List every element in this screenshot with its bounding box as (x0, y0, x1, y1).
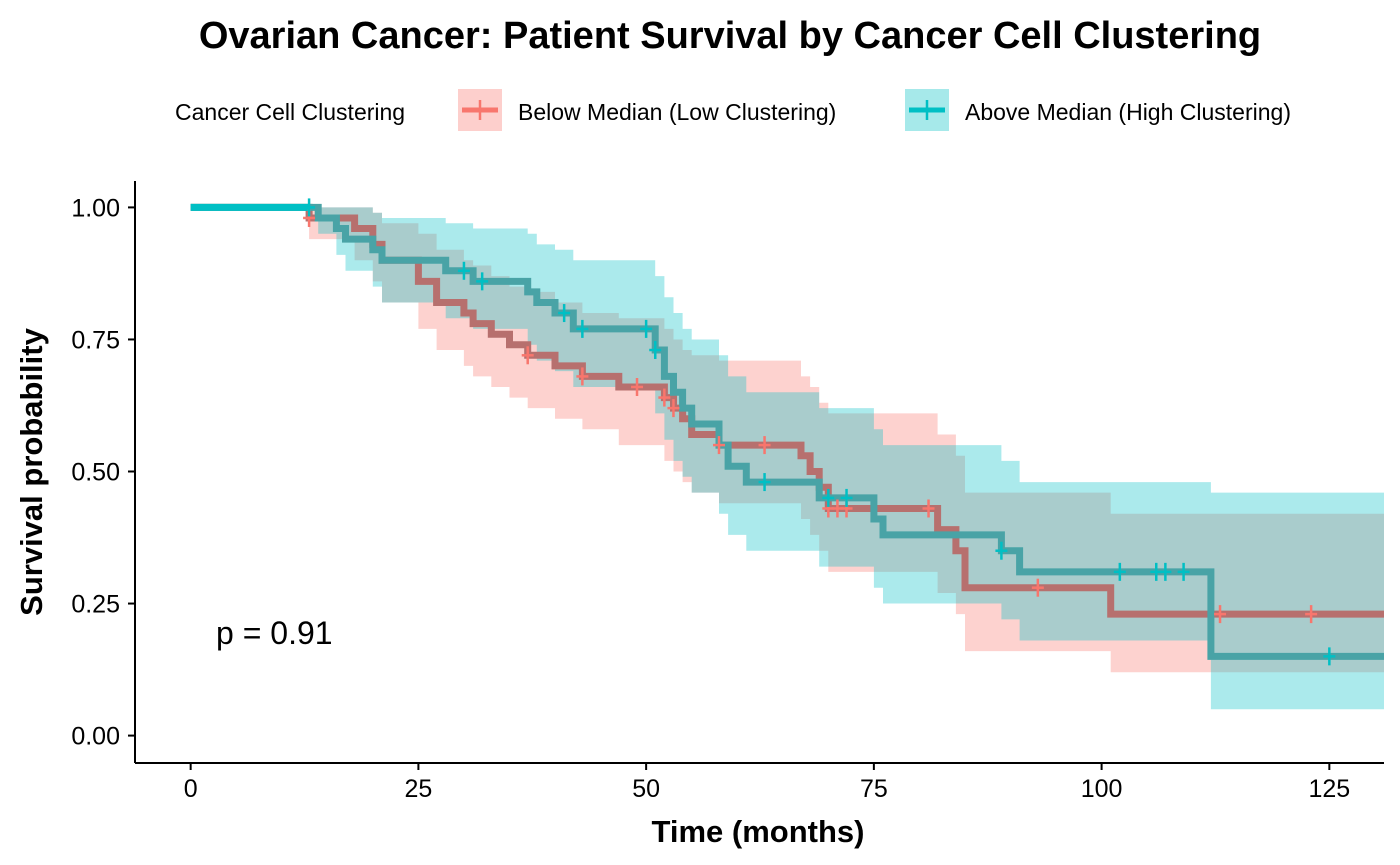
y-tick-label-2: 0.50 (71, 459, 120, 487)
x-tick-label-4: 100 (1081, 775, 1123, 803)
y-tick-label-0: 0.00 (71, 723, 120, 751)
x-tick-label-5: 125 (1308, 775, 1350, 803)
confidence-bands (190, 207, 1385, 710)
legend-title: Cancer Cell Clustering (175, 99, 405, 125)
x-tick-label-0: 0 (184, 775, 198, 803)
y-tick-label-1: 0.25 (71, 591, 120, 619)
y-axis-title: Survival probability (14, 327, 49, 615)
x-axis-title: Time (months) (652, 814, 865, 849)
censor-marks (303, 198, 1336, 666)
survival-curve-high-clustering (190, 203, 1384, 660)
axis-ticks: 0 25 50 75 100 125 0.00 0.25 0.50 0.75 1.00 (71, 194, 1350, 803)
legend-item-high-clustering: Above Median (High Clustering) (905, 89, 1291, 131)
legend-label-high-clustering: Above Median (High Clustering) (965, 99, 1291, 125)
legend: Cancer Cell Clustering Below Median (Low… (175, 89, 1291, 131)
legend-label-low-clustering: Below Median (Low Clustering) (518, 99, 836, 125)
x-tick-label-2: 50 (632, 775, 660, 803)
ci-band-high-clustering (190, 207, 1385, 710)
y-tick-label-4: 1.00 (71, 194, 120, 222)
chart-title: Ovarian Cancer: Patient Survival by Canc… (199, 15, 1261, 57)
p-value-annotation: p = 0.91 (216, 615, 333, 651)
x-tick-label-1: 25 (404, 775, 432, 803)
y-tick-label-3: 0.75 (71, 326, 120, 354)
legend-item-low-clustering: Below Median (Low Clustering) (458, 89, 836, 131)
x-tick-label-3: 75 (860, 775, 888, 803)
